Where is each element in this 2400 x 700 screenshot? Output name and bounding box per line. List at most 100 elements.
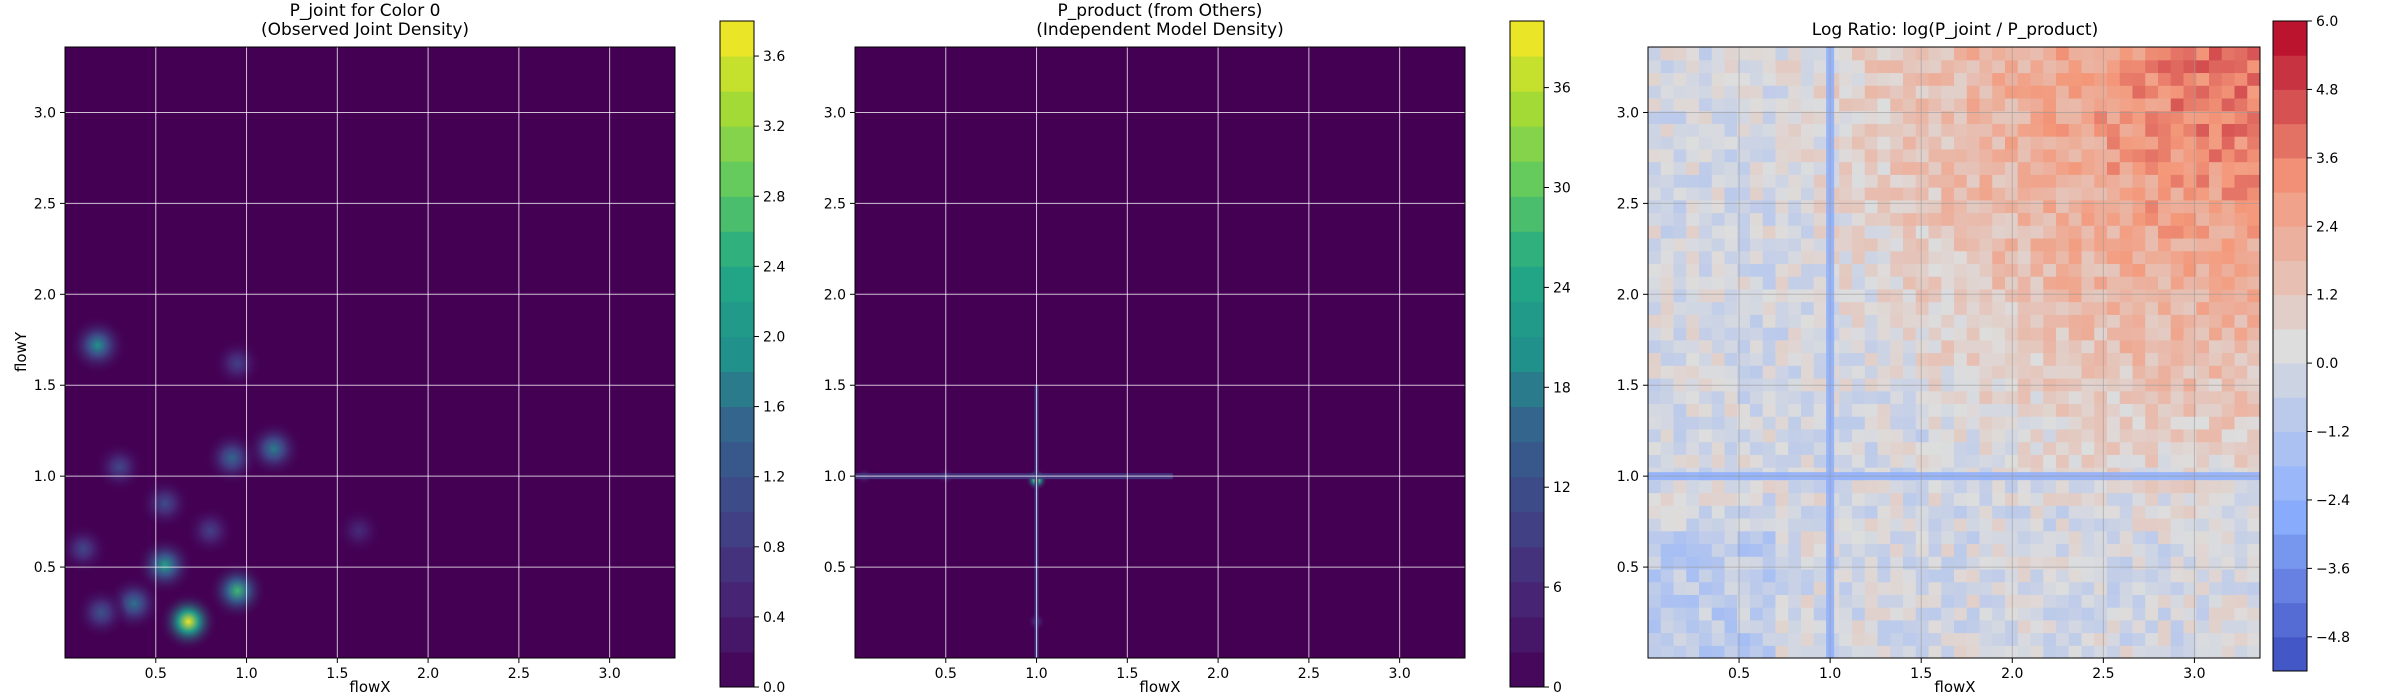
ratio-cell: [1903, 161, 1917, 175]
colorbar-frame: [719, 20, 755, 688]
ratio-cell: [2107, 556, 2121, 570]
ratio-cell: [2196, 428, 2210, 443]
ratio-cell: [1686, 237, 1700, 252]
ratio-cell: [1762, 568, 1777, 583]
ratio-cell: [1890, 619, 1904, 634]
ratio-cell: [2145, 212, 2159, 226]
ratio-cell: [1877, 174, 1891, 188]
ratio-cell: [2247, 352, 2260, 366]
ratio-cell: [2170, 174, 2185, 188]
ratio-cell: [2196, 352, 2210, 366]
ratio-cell: [1979, 479, 1993, 494]
ratio-cell: [1852, 454, 1866, 468]
ratio-cell: [2183, 225, 2197, 239]
ratio-cell: [1750, 594, 1764, 608]
ratio-cell: [1954, 530, 1968, 545]
ratio-cell: [1699, 619, 1713, 634]
ratio-cell: [1903, 416, 1917, 430]
ratio-cell: [1903, 288, 1917, 303]
ratio-cell: [1915, 390, 1930, 405]
ratio-cell: [1699, 339, 1713, 354]
y-tick-label: 2.5: [1617, 196, 1639, 212]
ratio-cell: [1711, 645, 1726, 658]
ratio-cell: [1762, 556, 1777, 570]
ratio-cell: [2017, 212, 2032, 226]
ratio-cell: [1762, 390, 1777, 405]
ratio-cell: [1813, 85, 1828, 99]
ratio-cell: [2056, 441, 2070, 455]
ratio-cell: [2145, 85, 2159, 99]
ratio-cell: [2247, 237, 2260, 252]
ratio-cell: [2030, 161, 2044, 175]
ratio-cell: [2056, 250, 2070, 264]
ratio-cell: [1954, 619, 1968, 634]
ratio-cell: [1839, 390, 1853, 405]
ratio-cell: [1724, 327, 1738, 341]
ratio-cell: [1750, 352, 1764, 366]
ratio-cell: [1890, 263, 1904, 277]
ratio-cell: [1648, 161, 1662, 175]
ratio-cell: [1890, 454, 1904, 468]
ratio-cell: [1903, 276, 1917, 290]
ratio-cell: [1992, 339, 2006, 354]
ratio-cell: [1737, 352, 1751, 366]
ratio-cell: [1852, 365, 1866, 379]
ratio-cell: [1648, 97, 1662, 112]
colorbar-tick-label: 0.8: [763, 540, 785, 556]
ratio-cell: [2081, 148, 2095, 163]
ratio-cell: [1686, 556, 1700, 570]
ratio-cell: [2017, 123, 2032, 137]
ratio-cell: [1762, 416, 1777, 430]
ratio-cell: [2005, 505, 2019, 519]
ratio-cell: [1890, 237, 1904, 252]
ratio-cell: [1877, 314, 1891, 328]
x-tick-label: 1.0: [1025, 666, 1047, 682]
ratio-cell: [1992, 174, 2006, 188]
ratio-cell: [2056, 645, 2070, 658]
ratio-cell: [1813, 594, 1828, 608]
ratio-cell: [1788, 301, 1802, 315]
ratio-cell: [2119, 301, 2134, 315]
ratio-cell: [1839, 632, 1853, 646]
ratio-cell: [2005, 174, 2019, 188]
ratio-cell: [1673, 250, 1687, 264]
ratio-cell: [1890, 47, 1904, 61]
ratio-cell: [1852, 59, 1866, 74]
ratio-cell: [2132, 530, 2146, 545]
ratio-cell: [1992, 594, 2006, 608]
ratio-cell: [2183, 505, 2197, 519]
ratio-cell: [2196, 619, 2210, 634]
ratio-cell: [1737, 263, 1751, 277]
ratio-cell: [1877, 276, 1891, 290]
ratio-cell: [2145, 225, 2159, 239]
ratio-cell: [1864, 441, 1879, 455]
ratio-cell: [1762, 619, 1777, 634]
ratio-cell: [2017, 581, 2032, 595]
ratio-cell: [1724, 187, 1738, 201]
ratio-cell: [2005, 59, 2019, 74]
ratio-cell: [1979, 110, 1993, 124]
density-peak: [159, 592, 218, 651]
ratio-cell: [2158, 237, 2172, 252]
ratio-cell: [2183, 314, 2197, 328]
ratio-cell: [1852, 416, 1866, 430]
ratio-cell: [1750, 110, 1764, 124]
ratio-cell: [2132, 441, 2146, 455]
ratio-cell: [2209, 301, 2223, 315]
ratio-cell: [2094, 594, 2108, 608]
ratio-cell: [1992, 479, 2006, 494]
ratio-cell: [1992, 148, 2006, 163]
ratio-cell: [1750, 505, 1764, 519]
ratio-cell: [1954, 403, 1968, 417]
ratio-cell: [2158, 505, 2172, 519]
ratio-cell: [2158, 530, 2172, 545]
ratio-cell: [1813, 390, 1828, 405]
ratio-cell: [1864, 327, 1879, 341]
ratio-cell: [2234, 276, 2248, 290]
ratio-cell: [2209, 352, 2223, 366]
y-tick-label: 3.0: [1617, 105, 1639, 121]
ratio-cell: [1928, 97, 1942, 112]
ratio-cell: [2158, 148, 2172, 163]
ratio-cell: [2043, 607, 2057, 621]
ratio-cell: [1801, 543, 1815, 557]
